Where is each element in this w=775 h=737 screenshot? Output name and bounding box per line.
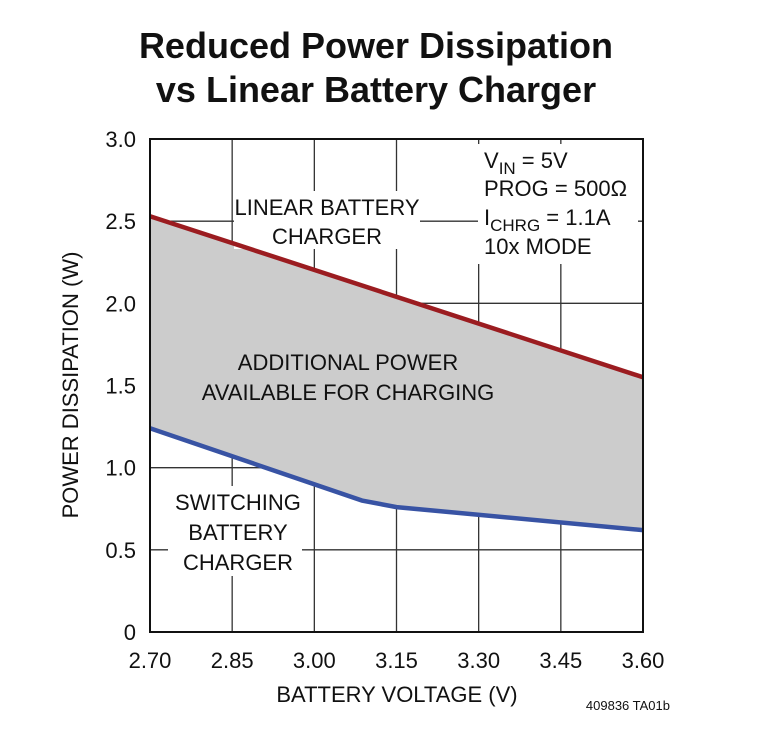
switching-label-bg: [168, 486, 302, 576]
x-tick-label: 3.60: [622, 648, 665, 673]
switching-label-line1: SWITCHING: [175, 490, 301, 515]
linear-label-line1: LINEAR BATTERY: [234, 195, 419, 220]
linear-label-line2: CHARGER: [272, 224, 382, 249]
conditions-bg: [478, 144, 638, 264]
y-tick-label: 3.0: [105, 127, 136, 152]
y-axis-label: POWER DISSIPATION (W): [58, 252, 83, 519]
y-tick-labels: 0 0.5 1.0 1.5 2.0 2.5 3.0: [105, 127, 136, 645]
x-tick-label: 3.30: [457, 648, 500, 673]
label-backgrounds: [168, 144, 638, 576]
linear-charger-line: [149, 214, 644, 380]
plot-frame: [149, 138, 644, 633]
y-tick-label: 2.0: [105, 291, 136, 316]
additional-label-line2: AVAILABLE FOR CHARGING: [202, 380, 495, 405]
condition-mode: 10x MODE: [484, 234, 592, 259]
chart-title-line1: Reduced Power Dissipation: [139, 25, 613, 66]
condition-prog: PROG = 500Ω: [484, 176, 627, 201]
switching-charger-line: [149, 426, 644, 533]
y-tick-label: 1.5: [105, 374, 136, 399]
condition-ichrg: ICHRG = 1.1A: [484, 205, 611, 235]
chart-title-line2: vs Linear Battery Charger: [156, 69, 596, 110]
x-tick-label: 3.45: [539, 648, 582, 673]
y-tick-label: 0.5: [105, 538, 136, 563]
additional-power-area: [150, 216, 643, 531]
switching-label-line3: CHARGER: [183, 550, 293, 575]
x-tick-label: 3.15: [375, 648, 418, 673]
switching-label-line2: BATTERY: [188, 520, 288, 545]
x-tick-labels: 2.70 2.85 3.00 3.15 3.30 3.45 3.60: [129, 648, 665, 673]
x-tick-label: 2.85: [211, 648, 254, 673]
x-tick-label: 3.00: [293, 648, 336, 673]
series-group: [149, 214, 644, 533]
figure-id: 409836 TA01b: [586, 698, 670, 713]
y-tick-label: 1.0: [105, 456, 136, 481]
additional-label-line1: ADDITIONAL POWER: [238, 350, 458, 375]
x-axis-label: BATTERY VOLTAGE (V): [276, 682, 517, 707]
linear-label-bg: [234, 191, 420, 249]
condition-vin: VIN = 5V: [484, 148, 568, 178]
x-tick-label: 2.70: [129, 648, 172, 673]
y-tick-label: 2.5: [105, 209, 136, 234]
y-tick-label: 0: [124, 620, 136, 645]
